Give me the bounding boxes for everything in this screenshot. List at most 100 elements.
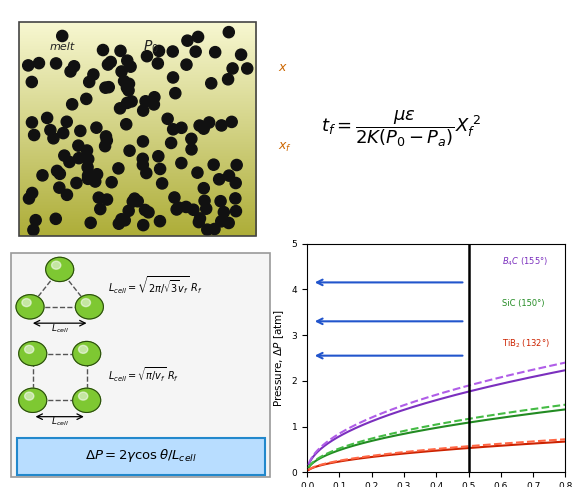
- Circle shape: [149, 92, 160, 103]
- Circle shape: [176, 122, 187, 133]
- Circle shape: [218, 206, 230, 218]
- Circle shape: [123, 78, 134, 90]
- Circle shape: [73, 152, 84, 164]
- Circle shape: [85, 217, 96, 228]
- Circle shape: [75, 295, 103, 319]
- Text: $L_{cell} = \sqrt{\pi/v_f}\;R_f$: $L_{cell} = \sqrt{\pi/v_f}\;R_f$: [108, 365, 179, 384]
- Circle shape: [51, 58, 61, 69]
- Circle shape: [230, 206, 242, 217]
- Circle shape: [192, 167, 203, 178]
- Circle shape: [132, 196, 144, 207]
- Circle shape: [55, 168, 65, 179]
- Circle shape: [102, 194, 113, 205]
- Circle shape: [22, 60, 34, 71]
- Circle shape: [100, 82, 111, 93]
- Circle shape: [170, 88, 181, 99]
- Circle shape: [26, 187, 38, 199]
- Circle shape: [124, 145, 135, 156]
- Circle shape: [73, 388, 100, 412]
- Circle shape: [114, 103, 126, 114]
- Circle shape: [223, 217, 234, 228]
- Circle shape: [227, 63, 238, 74]
- Circle shape: [209, 224, 220, 235]
- Circle shape: [230, 177, 241, 188]
- Circle shape: [168, 124, 179, 135]
- Circle shape: [83, 173, 94, 185]
- Circle shape: [52, 165, 63, 176]
- Circle shape: [139, 205, 150, 216]
- Circle shape: [28, 225, 39, 236]
- Circle shape: [173, 202, 184, 213]
- Circle shape: [201, 203, 212, 214]
- Circle shape: [113, 163, 124, 174]
- Circle shape: [141, 168, 152, 179]
- Circle shape: [121, 82, 133, 94]
- Circle shape: [45, 125, 56, 136]
- Circle shape: [143, 206, 154, 218]
- Circle shape: [52, 261, 61, 269]
- Circle shape: [176, 157, 187, 169]
- Text: melt: melt: [49, 42, 75, 52]
- Circle shape: [25, 392, 34, 400]
- Circle shape: [102, 59, 114, 70]
- Circle shape: [127, 196, 138, 207]
- Circle shape: [93, 192, 104, 203]
- Circle shape: [73, 341, 100, 366]
- Circle shape: [121, 119, 132, 130]
- Circle shape: [103, 81, 114, 93]
- Circle shape: [122, 97, 133, 109]
- Circle shape: [198, 123, 210, 134]
- Circle shape: [154, 163, 166, 174]
- Circle shape: [152, 58, 164, 69]
- Circle shape: [154, 216, 165, 227]
- Circle shape: [24, 193, 34, 204]
- Circle shape: [116, 66, 127, 77]
- Circle shape: [168, 72, 179, 83]
- Circle shape: [75, 125, 86, 136]
- Circle shape: [82, 299, 91, 307]
- Circle shape: [123, 205, 134, 216]
- Circle shape: [88, 69, 99, 80]
- Circle shape: [226, 116, 237, 128]
- Circle shape: [188, 204, 199, 215]
- Circle shape: [190, 46, 201, 57]
- Circle shape: [61, 189, 72, 201]
- Circle shape: [153, 45, 165, 56]
- Circle shape: [105, 56, 117, 68]
- Circle shape: [57, 30, 68, 41]
- Text: $\Delta P = 2\gamma \cos\theta / L_{cell}$: $\Delta P = 2\gamma \cos\theta / L_{cell…: [85, 447, 196, 464]
- Circle shape: [138, 105, 149, 116]
- Circle shape: [235, 49, 247, 60]
- Circle shape: [181, 59, 192, 70]
- Circle shape: [210, 47, 221, 58]
- Circle shape: [73, 140, 84, 151]
- Circle shape: [106, 177, 117, 188]
- Circle shape: [50, 213, 61, 225]
- Circle shape: [116, 214, 127, 225]
- Circle shape: [216, 216, 227, 227]
- Circle shape: [29, 130, 40, 141]
- Circle shape: [61, 116, 72, 128]
- Circle shape: [83, 153, 94, 165]
- Circle shape: [33, 57, 45, 69]
- Circle shape: [137, 153, 148, 165]
- Circle shape: [223, 27, 234, 38]
- Circle shape: [140, 96, 151, 107]
- Text: $P_0$: $P_0$: [143, 38, 158, 55]
- Circle shape: [180, 201, 192, 212]
- Circle shape: [123, 85, 134, 96]
- Circle shape: [141, 51, 153, 62]
- Circle shape: [171, 204, 182, 215]
- Text: $B_4C$ (155°): $B_4C$ (155°): [502, 256, 549, 268]
- Circle shape: [186, 133, 197, 145]
- Circle shape: [182, 35, 193, 46]
- Circle shape: [57, 128, 69, 139]
- Text: $t_f = \dfrac{\mu\varepsilon}{2K(P_0 - P_a)}X_f^{\;2}$: $t_f = \dfrac{\mu\varepsilon}{2K(P_0 - P…: [321, 108, 481, 149]
- Circle shape: [54, 182, 65, 193]
- Circle shape: [26, 76, 37, 88]
- Circle shape: [165, 137, 177, 149]
- Circle shape: [138, 220, 149, 231]
- Circle shape: [201, 224, 213, 235]
- Circle shape: [242, 63, 253, 74]
- Circle shape: [25, 345, 34, 354]
